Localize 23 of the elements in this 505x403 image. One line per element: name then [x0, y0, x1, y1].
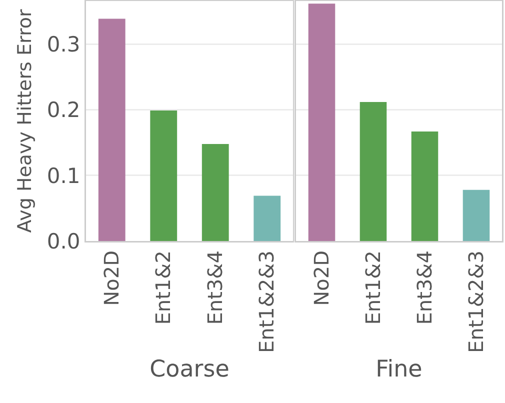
- x-tick-label: No2D: [99, 250, 124, 306]
- x-tick-label: Ent1&2: [360, 250, 385, 325]
- bar: [308, 4, 336, 241]
- bar: [202, 144, 229, 241]
- y-tick-label: 0.0: [46, 229, 80, 254]
- bar: [254, 196, 281, 241]
- bar: [360, 102, 387, 241]
- x-tick-label: No2D: [309, 250, 334, 306]
- x-tick-label: Ent1&2&3: [254, 250, 279, 354]
- bar: [98, 18, 126, 241]
- x-tick-label: Ent1&2: [151, 250, 176, 325]
- y-tick-label: 0.2: [46, 98, 80, 122]
- x-tick-label: Ent3&4: [412, 250, 436, 325]
- y-axis-title: Avg Heavy Hitters Error: [14, 9, 36, 233]
- y-tick-label: 0.1: [46, 164, 80, 188]
- bar: [462, 190, 490, 241]
- bar: [411, 131, 438, 241]
- bar: [150, 110, 178, 241]
- y-tick-label: 0.3: [46, 32, 80, 57]
- x-tick-label: Ent3&4: [202, 250, 227, 325]
- x-axis-title: Coarse: [150, 356, 230, 382]
- x-axis-title: Fine: [376, 356, 422, 382]
- x-tick-label: Ent1&2&3: [464, 250, 488, 354]
